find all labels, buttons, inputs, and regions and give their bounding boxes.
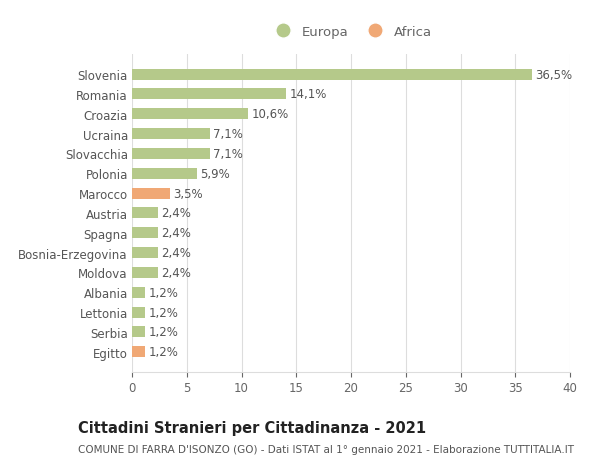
Bar xyxy=(132,69,532,80)
Text: 2,4%: 2,4% xyxy=(161,227,191,240)
Bar xyxy=(132,287,145,298)
Text: 7,1%: 7,1% xyxy=(213,148,243,161)
Bar xyxy=(132,247,158,258)
Text: 5,9%: 5,9% xyxy=(200,168,230,180)
Text: 3,5%: 3,5% xyxy=(173,187,203,200)
Text: 10,6%: 10,6% xyxy=(251,108,289,121)
Text: 14,1%: 14,1% xyxy=(290,88,327,101)
Text: 1,2%: 1,2% xyxy=(148,306,178,319)
Bar xyxy=(132,307,145,318)
Bar xyxy=(132,228,158,239)
Bar xyxy=(132,89,286,100)
Bar xyxy=(132,208,158,219)
Text: 7,1%: 7,1% xyxy=(213,128,243,141)
Text: 2,4%: 2,4% xyxy=(161,266,191,279)
Bar xyxy=(132,149,210,160)
Bar xyxy=(132,168,197,179)
Text: COMUNE DI FARRA D'ISONZO (GO) - Dati ISTAT al 1° gennaio 2021 - Elaborazione TUT: COMUNE DI FARRA D'ISONZO (GO) - Dati IST… xyxy=(78,444,574,454)
Text: 1,2%: 1,2% xyxy=(148,346,178,358)
Bar xyxy=(132,129,210,140)
Text: 1,2%: 1,2% xyxy=(148,326,178,339)
Legend: Europa, Africa: Europa, Africa xyxy=(265,21,437,44)
Bar xyxy=(132,267,158,278)
Text: 36,5%: 36,5% xyxy=(535,68,572,81)
Bar xyxy=(132,327,145,338)
Bar xyxy=(132,347,145,358)
Text: 2,4%: 2,4% xyxy=(161,207,191,220)
Bar xyxy=(132,188,170,199)
Text: 2,4%: 2,4% xyxy=(161,246,191,259)
Bar xyxy=(132,109,248,120)
Text: Cittadini Stranieri per Cittadinanza - 2021: Cittadini Stranieri per Cittadinanza - 2… xyxy=(78,420,426,435)
Text: 1,2%: 1,2% xyxy=(148,286,178,299)
